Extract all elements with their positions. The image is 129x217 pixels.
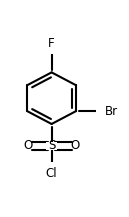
Bar [24,143,33,149]
Bar [70,143,79,149]
Text: Cl: Cl [46,167,57,179]
Text: S: S [48,139,55,152]
Bar [47,47,56,54]
Text: Br: Br [104,105,118,118]
Text: O: O [24,139,33,152]
Bar [45,162,58,171]
Text: F: F [48,38,55,50]
Bar [96,106,110,116]
Text: O: O [70,139,79,152]
Bar [46,142,57,150]
